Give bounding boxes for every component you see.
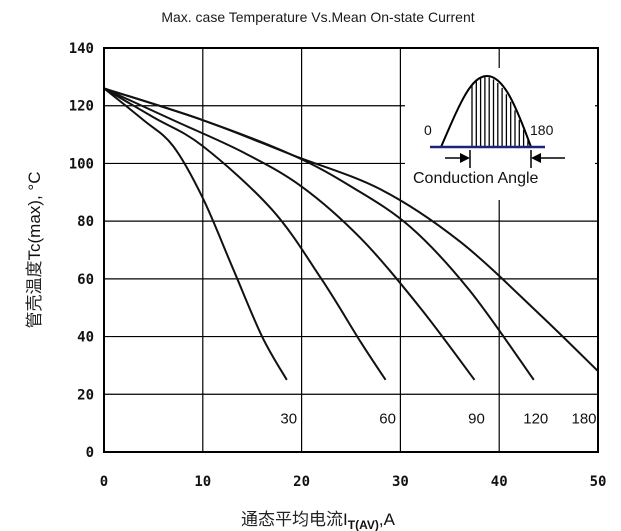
y-axis-label-cjk: 管壳温度 xyxy=(25,260,45,328)
y-tick-label: 100 xyxy=(69,156,94,172)
chart-title: Max. case Temperature Vs.Mean On-state C… xyxy=(161,9,474,25)
inset-right-arrow-head xyxy=(531,153,541,163)
x-tick-label: 20 xyxy=(293,474,310,490)
inset-left-arrow-head xyxy=(460,153,470,163)
series-line-30 xyxy=(103,87,288,381)
x-tick-label: 30 xyxy=(392,474,409,490)
plot-frame xyxy=(103,47,599,453)
x-tick-label: 10 xyxy=(194,474,211,490)
series-line-60 xyxy=(103,87,387,381)
x-axis-label-subscript: T(AV) xyxy=(348,518,379,531)
series-line-180 xyxy=(103,87,599,372)
y-tick-label: 80 xyxy=(77,214,94,230)
series-label-180: 180 xyxy=(571,410,596,427)
inset-hatching xyxy=(471,77,529,147)
series-label-60: 60 xyxy=(379,410,396,427)
series-label-120: 120 xyxy=(523,410,548,427)
y-tick-label: 60 xyxy=(77,272,94,288)
series-label-90: 90 xyxy=(468,410,485,427)
axis-ticks: 0 10 20 30 40 50 0 20 40 60 80 100 120 140 xyxy=(69,41,607,490)
x-axis-label-unit: ,A xyxy=(379,510,396,529)
x-tick-label: 40 xyxy=(491,474,508,490)
x-axis-label: 通态平均电流IT(AV),A xyxy=(241,510,396,531)
y-tick-label: 140 xyxy=(69,41,94,57)
series-line-90 xyxy=(103,87,476,381)
conduction-angle-inset: 0 180 Conduction Angle xyxy=(405,68,595,200)
inset-half-sine xyxy=(440,74,532,148)
y-tick-label: 120 xyxy=(69,99,94,115)
y-tick-label: 20 xyxy=(77,387,94,403)
inset-start-label: 0 xyxy=(424,122,432,138)
x-tick-label: 0 xyxy=(100,474,108,490)
inset-end-label: 180 xyxy=(530,122,554,138)
series-label-30: 30 xyxy=(280,410,297,427)
inset-caption: Conduction Angle xyxy=(413,170,539,187)
x-tick-label: 50 xyxy=(590,474,607,490)
y-tick-label: 40 xyxy=(77,330,94,346)
y-tick-label: 0 xyxy=(86,445,94,461)
inset-background xyxy=(405,68,595,200)
y-axis-label-latin: Tc(max), °C xyxy=(25,172,44,261)
series-lines xyxy=(103,87,599,381)
x-axis-label-cjk: 通态平均电流 xyxy=(241,510,343,530)
x-axis-label-symbol: I xyxy=(343,510,348,529)
y-axis-label: 管壳温度Tc(max), °C xyxy=(25,172,45,329)
series-labels: 30 60 90 120 180 xyxy=(280,410,596,427)
